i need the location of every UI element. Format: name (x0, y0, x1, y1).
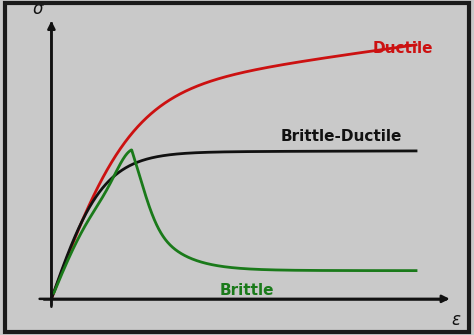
Text: ε: ε (452, 311, 461, 329)
Text: Brittle-Ductile: Brittle-Ductile (281, 129, 402, 144)
Text: σ: σ (32, 0, 43, 18)
Text: Ductile: Ductile (372, 41, 433, 56)
Text: Brittle: Brittle (219, 283, 273, 298)
